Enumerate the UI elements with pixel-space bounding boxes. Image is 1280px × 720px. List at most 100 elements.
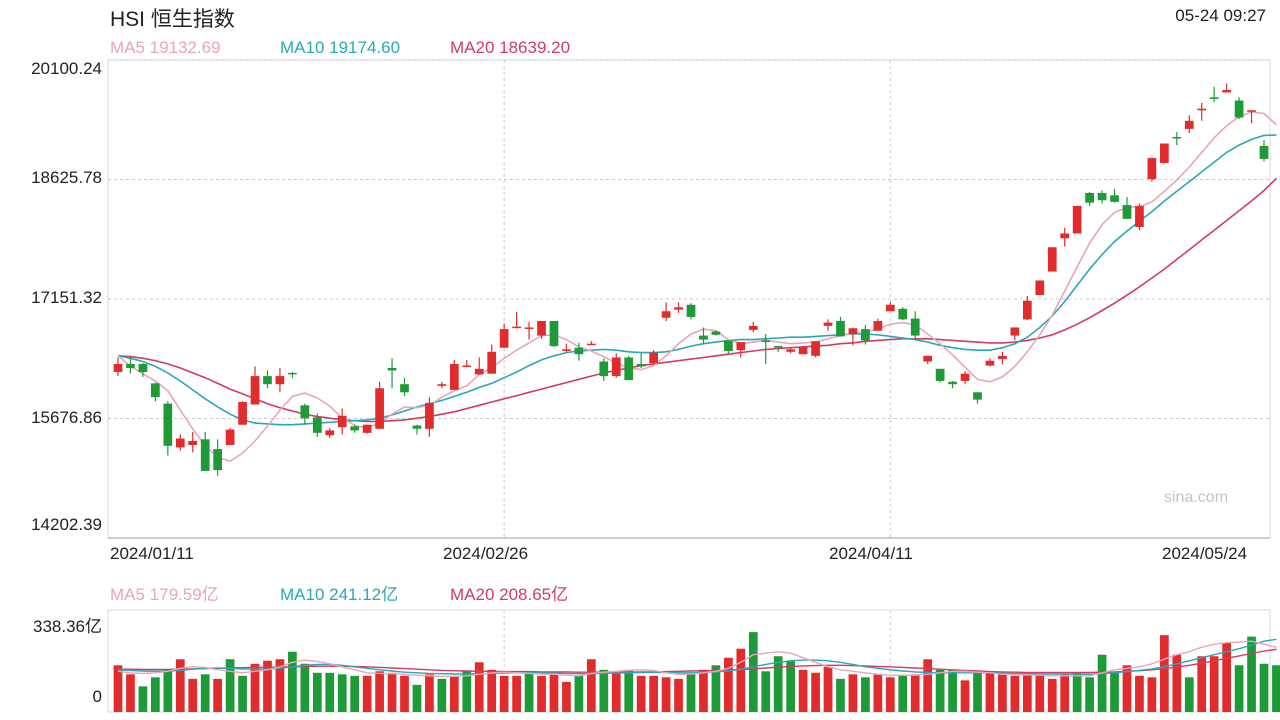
volume-bar	[1022, 674, 1032, 712]
candle-body	[437, 384, 447, 386]
candle-body	[1234, 100, 1244, 118]
candle-body	[375, 388, 384, 429]
volume-bar	[724, 657, 733, 712]
candle-body	[861, 329, 870, 341]
volume-bar	[1222, 642, 1231, 712]
volume-bar	[948, 669, 957, 712]
candle-body	[935, 368, 945, 381]
volume-bar	[636, 675, 646, 712]
candle-body	[151, 383, 160, 398]
volume-ma10-line	[117, 638, 1277, 676]
candle-body	[288, 372, 297, 375]
price-ytick-label: 14202.39	[31, 515, 102, 534]
volume-bar	[1259, 663, 1269, 712]
candle-body	[1159, 143, 1169, 163]
volume-bar	[449, 675, 459, 712]
candle-body	[474, 368, 484, 375]
volume-legend-ma5: MA5 179.59亿	[110, 585, 219, 604]
volume-bar	[163, 669, 173, 712]
volume-bar	[275, 659, 285, 712]
volume-bar	[462, 671, 472, 712]
volume-bar	[213, 678, 223, 712]
volume-bar	[1197, 656, 1207, 712]
volume-bar	[412, 684, 422, 712]
candle-body	[823, 322, 833, 326]
candle-body	[412, 425, 422, 429]
watermark: sina.com	[1164, 489, 1229, 506]
volume-bar	[350, 675, 360, 712]
candle-body	[512, 326, 521, 329]
volume-bar	[1072, 672, 1082, 712]
volume-bar	[1135, 675, 1144, 712]
timestamp: 05-24 09:27	[1175, 6, 1266, 25]
candle-body	[1035, 280, 1045, 296]
candle-body	[923, 355, 933, 362]
candle-body	[1247, 110, 1256, 112]
candle-body	[848, 328, 858, 334]
candle-body	[1259, 145, 1269, 159]
volume-bar	[387, 672, 397, 712]
volume-ma5-line	[117, 640, 1277, 678]
candle-body	[113, 363, 123, 373]
candle-body	[599, 361, 609, 377]
volume-bar	[126, 674, 135, 712]
candle-body	[1197, 108, 1207, 111]
volume-bar	[325, 672, 335, 712]
volume-bar	[437, 678, 447, 712]
volume-bar	[574, 675, 584, 712]
volume-bar	[973, 672, 982, 712]
volume-bar	[562, 681, 571, 712]
candle-body	[1085, 192, 1094, 203]
volume-bar	[1047, 678, 1057, 712]
candle-body	[674, 307, 683, 310]
candle-body	[736, 342, 746, 351]
candle-body	[1022, 300, 1032, 320]
volume-bar	[312, 672, 322, 712]
candle-body	[487, 351, 497, 374]
volume-bar	[1172, 654, 1182, 712]
candle-body	[537, 320, 546, 336]
price-ytick-label: 18625.78	[31, 168, 102, 187]
volume-bar	[811, 672, 820, 712]
volume-bar	[711, 665, 721, 712]
volume-ma20-line	[118, 648, 1277, 674]
volume-bar	[375, 671, 384, 712]
candle-body	[998, 355, 1007, 360]
volume-bar	[362, 675, 372, 712]
candle-body	[636, 363, 646, 367]
volume-ytick-label: 0	[92, 687, 102, 706]
candle-body	[624, 357, 634, 381]
candle-body	[524, 327, 534, 329]
candle-body	[611, 357, 621, 377]
candle-body	[1147, 158, 1157, 180]
legend-ma5: MA5 19132.69	[110, 38, 221, 57]
candle-body	[773, 346, 783, 348]
volume-bar	[823, 666, 833, 712]
candle-body	[1135, 205, 1144, 227]
candle-body	[163, 403, 173, 446]
volume-bar	[1010, 675, 1020, 712]
volume-bar	[225, 659, 235, 712]
volume-bar	[599, 669, 609, 712]
candle-body	[499, 329, 509, 348]
candle-body	[885, 304, 895, 312]
candle-body	[126, 363, 135, 368]
candle-body	[300, 405, 310, 419]
candle-body	[574, 347, 584, 355]
volume-bar	[1035, 674, 1045, 712]
candle-body	[649, 352, 658, 364]
candle-body	[200, 439, 210, 471]
legend-ma20: MA20 18639.20	[450, 38, 571, 57]
volume-bar	[624, 669, 634, 712]
volume-bar	[935, 669, 945, 712]
volume-bar	[512, 675, 521, 712]
candle-body	[387, 367, 397, 371]
volume-bar	[761, 671, 771, 712]
volume-bar	[1159, 635, 1169, 712]
candle-body	[1047, 247, 1057, 272]
candle-body	[661, 311, 671, 318]
candle-body	[985, 360, 995, 366]
candle-body	[960, 373, 970, 381]
volume-bar	[773, 656, 783, 712]
volume-bar	[1085, 677, 1094, 712]
